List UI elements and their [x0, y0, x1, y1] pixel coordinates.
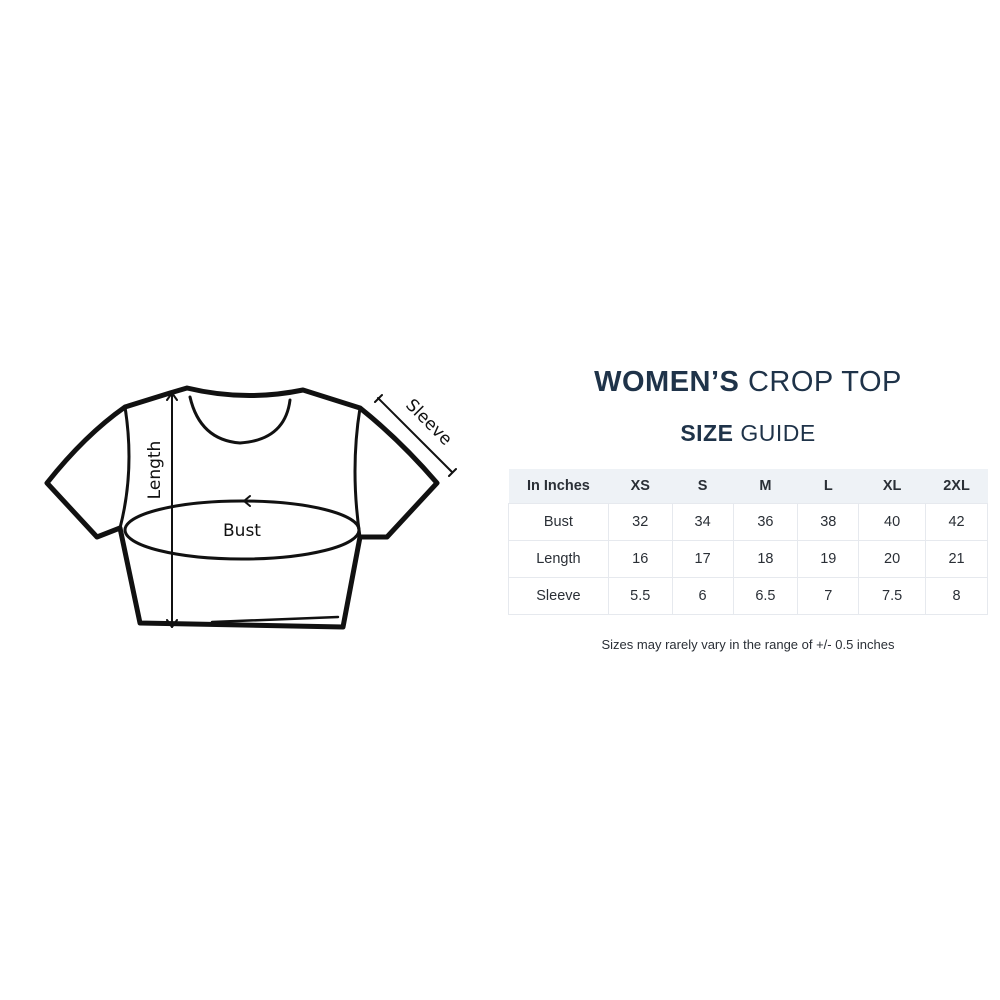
table-cell: 6	[671, 577, 734, 615]
title-light: CROP TOP	[747, 366, 902, 398]
subtitle-bold: SIZE	[680, 420, 734, 446]
header-cell: XL	[858, 469, 926, 504]
subtitle-light: GUIDE	[740, 420, 816, 446]
neckline	[188, 395, 292, 445]
sleeve-seam-left	[118, 405, 131, 530]
size-variance-note: Sizes may rarely vary in the range of +/…	[601, 637, 895, 652]
sleeve-label: Sleeve	[401, 395, 455, 449]
table-cell: 32	[607, 503, 673, 541]
shirt-outline	[44, 385, 440, 630]
table-cell: 7	[797, 577, 860, 615]
table-cell: 16	[607, 540, 673, 578]
header-cell: XS	[608, 469, 673, 504]
bust-ellipse	[123, 499, 361, 561]
size-table: In Inches XS S M L XL 2XL Bust 32 34 36 …	[508, 469, 988, 615]
table-cell: 34	[671, 503, 734, 541]
table-header-row: In Inches XS S M L XL 2XL	[508, 469, 988, 504]
table-cell: 20	[858, 540, 927, 578]
row-label: Bust	[508, 503, 609, 541]
row-label: Length	[508, 540, 609, 578]
table-row: Length 16 17 18 19 20 21	[508, 540, 988, 578]
table-row: Bust 32 34 36 38 40 42	[508, 503, 988, 541]
page-subtitle: SIZE GUIDE	[508, 420, 988, 447]
table-cell: 6.5	[732, 577, 799, 615]
row-label: Sleeve	[508, 577, 609, 615]
table-cell: 7.5	[858, 577, 927, 615]
table-row: Sleeve 5.5 6 6.5 7 7.5 8	[508, 577, 988, 615]
bust-arrow-icon	[243, 495, 256, 507]
bust-label: Bust	[223, 521, 261, 541]
header-cell: L	[797, 469, 859, 504]
table-cell: 38	[797, 503, 860, 541]
table-cell: 21	[925, 540, 988, 578]
hem-line	[210, 615, 340, 624]
title-bold: WOMEN’S	[594, 366, 740, 398]
header-cell: In Inches	[508, 469, 609, 504]
crop-top-diagram: Length Bust Sleeve	[44, 385, 457, 630]
table-cell: 8	[925, 577, 988, 615]
table-cell: 42	[925, 503, 988, 541]
table-cell: 19	[797, 540, 860, 578]
header-cell: 2XL	[925, 469, 988, 504]
table-cell: 18	[732, 540, 799, 578]
length-label: Length	[145, 441, 165, 500]
table-cell: 40	[858, 503, 927, 541]
table-cell: 17	[671, 540, 734, 578]
header-cell: S	[672, 469, 734, 504]
header-cell: M	[733, 469, 798, 504]
page-title: WOMEN’S CROP TOP	[508, 366, 988, 399]
table-cell: 5.5	[607, 577, 673, 615]
sleeve-seam-right	[353, 406, 362, 539]
sleeve-measure-line	[377, 397, 453, 473]
sleeve-measure-ticks	[374, 394, 457, 477]
table-cell: 36	[732, 503, 799, 541]
length-arrow-heads	[166, 392, 178, 628]
